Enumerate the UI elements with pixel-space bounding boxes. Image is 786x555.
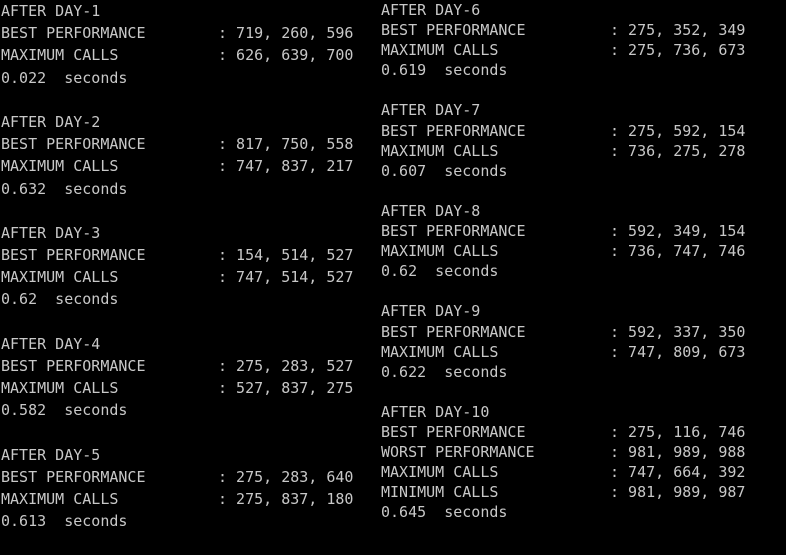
stat-row: MAXIMUM CALLS : 736, 275, 278 bbox=[381, 141, 781, 161]
stat-row: MAXIMUM CALLS : 747, 664, 392 bbox=[381, 462, 781, 482]
stat-label: BEST PERFORMANCE bbox=[1, 357, 146, 375]
stat-value: : 275, 283, 640 bbox=[218, 467, 354, 486]
stat-row: MAXIMUM CALLS : 626, 639, 700 bbox=[1, 44, 361, 66]
stat-row: MAXIMUM CALLS : 736, 747, 746 bbox=[381, 241, 781, 261]
day-title: AFTER DAY-10 bbox=[381, 402, 490, 421]
stat-value: : 275, 837, 180 bbox=[218, 490, 354, 509]
stat-row: MAXIMUM CALLS : 747, 837, 217 bbox=[1, 155, 361, 177]
day-block: AFTER DAY-3 BEST PERFORMANCE : 154, 514, 5… bbox=[1, 222, 361, 311]
stat-label: MAXIMUM CALLS bbox=[1, 379, 119, 398]
day-title: AFTER DAY-7 bbox=[381, 101, 481, 120]
stat-row: MINIMUM CALLS : 981, 989, 987 bbox=[381, 482, 781, 502]
stat-label: MAXIMUM CALLS bbox=[1, 46, 119, 65]
day-title: AFTER DAY-2 bbox=[1, 112, 101, 131]
stat-row: MAXIMUM CALLS : 747, 809, 673 bbox=[381, 342, 781, 362]
day-block: AFTER DAY-7 BEST PERFORMANCE : 275, 592, 1… bbox=[381, 100, 781, 180]
day-title: AFTER DAY-9 bbox=[381, 302, 481, 321]
elapsed-time: 0.022 seconds bbox=[1, 68, 128, 87]
stat-row: BEST PERFORMANCE : 592, 349, 154 bbox=[381, 221, 781, 241]
stat-label: BEST PERFORMANCE bbox=[381, 222, 526, 241]
stat-row: BEST PERFORMANCE : 275, 116, 746 bbox=[381, 422, 781, 442]
stat-row: BEST PERFORMANCE : 592, 337, 350 bbox=[381, 322, 781, 342]
stat-value: : 592, 337, 350 bbox=[610, 322, 746, 341]
stat-label: BEST PERFORMANCE bbox=[1, 246, 146, 265]
stat-label: BEST PERFORMANCE bbox=[381, 322, 526, 341]
stat-row: MAXIMUM CALLS : 275, 736, 673 bbox=[381, 40, 781, 60]
elapsed-time: 0.645 seconds bbox=[381, 503, 508, 522]
day-title: AFTER DAY-6 bbox=[381, 1, 481, 19]
stat-value: : 275, 736, 673 bbox=[610, 41, 746, 60]
stat-row: BEST PERFORMANCE : 275, 352, 349 bbox=[381, 20, 781, 40]
day-title: AFTER DAY-4 bbox=[1, 334, 101, 353]
stat-value: : 154, 514, 527 bbox=[218, 246, 354, 265]
stat-value: : 981, 989, 988 bbox=[610, 443, 746, 462]
stat-label: MAXIMUM CALLS bbox=[381, 41, 499, 60]
stat-row: MAXIMUM CALLS : 747, 514, 527 bbox=[1, 266, 361, 288]
stat-label: BEST PERFORMANCE bbox=[381, 121, 526, 140]
stat-label: MINIMUM CALLS bbox=[381, 483, 499, 502]
stat-value: : 747, 837, 217 bbox=[218, 157, 354, 176]
stat-row: WORST PERFORMANCE : 981, 989, 988 bbox=[381, 442, 781, 462]
day-block: AFTER DAY-6 BEST PERFORMANCE : 275, 352, 3… bbox=[381, 0, 781, 80]
stat-label: MAXIMUM CALLS bbox=[1, 157, 119, 176]
stat-value: : 275, 116, 746 bbox=[610, 422, 746, 441]
stat-row: BEST PERFORMANCE : 275, 283, 527 bbox=[1, 355, 361, 377]
stat-row: BEST PERFORMANCE : 817, 750, 558 bbox=[1, 133, 361, 155]
stat-value: : 626, 639, 700 bbox=[218, 46, 354, 65]
elapsed-time: 0.619 seconds bbox=[381, 61, 508, 80]
stat-value: : 527, 837, 275 bbox=[218, 379, 354, 398]
elapsed-time: 0.62 seconds bbox=[381, 262, 499, 281]
day-block: AFTER DAY-5 BEST PERFORMANCE : 275, 283, 6… bbox=[1, 444, 361, 533]
stat-label: BEST PERFORMANCE bbox=[1, 135, 146, 154]
day-title: AFTER DAY-1 bbox=[1, 2, 101, 20]
elapsed-time: 0.613 seconds bbox=[1, 512, 128, 531]
stat-value: : 747, 664, 392 bbox=[610, 463, 746, 482]
elapsed-time: 0.62 seconds bbox=[1, 290, 119, 309]
day-block: AFTER DAY-8 BEST PERFORMANCE : 592, 349, 1… bbox=[381, 201, 781, 281]
day-block: AFTER DAY-9 BEST PERFORMANCE : 592, 337, 3… bbox=[381, 301, 781, 381]
stat-value: : 736, 275, 278 bbox=[610, 141, 746, 160]
day-block: AFTER DAY-10 BEST PERFORMANCE : 275, 116, … bbox=[381, 402, 781, 523]
stat-value: : 817, 750, 558 bbox=[218, 135, 354, 154]
elapsed-time: 0.622 seconds bbox=[381, 362, 508, 381]
stat-value: : 747, 809, 673 bbox=[610, 342, 746, 361]
day-title: AFTER DAY-5 bbox=[1, 445, 101, 464]
right-output-column: AFTER DAY-6 BEST PERFORMANCE : 275, 352, 3… bbox=[381, 0, 781, 543]
stat-row: BEST PERFORMANCE : 275, 283, 640 bbox=[1, 466, 361, 488]
left-output-column: AFTER DAY-1 BEST PERFORMANCE : 719, 260, 5… bbox=[1, 0, 361, 555]
stat-row: MAXIMUM CALLS : 527, 837, 275 bbox=[1, 377, 361, 399]
stat-value: : 719, 260, 596 bbox=[218, 24, 354, 43]
stat-label: MAXIMUM CALLS bbox=[381, 342, 499, 361]
day-block: AFTER DAY-1 BEST PERFORMANCE : 719, 260, 5… bbox=[1, 0, 361, 89]
stat-row: BEST PERFORMANCE : 275, 592, 154 bbox=[381, 121, 781, 141]
stat-value: : 747, 514, 527 bbox=[218, 268, 354, 287]
stat-label: WORST PERFORMANCE bbox=[381, 443, 535, 462]
stat-label: BEST PERFORMANCE bbox=[1, 24, 146, 43]
elapsed-time: 0.607 seconds bbox=[381, 161, 508, 180]
stat-row: MAXIMUM CALLS : 275, 837, 180 bbox=[1, 488, 361, 510]
stat-label: MAXIMUM CALLS bbox=[381, 141, 499, 160]
stat-value: : 592, 349, 154 bbox=[610, 222, 746, 241]
stat-value: : 275, 352, 349 bbox=[610, 21, 746, 40]
stat-value: : 275, 592, 154 bbox=[610, 121, 746, 140]
day-title: AFTER DAY-3 bbox=[1, 223, 101, 242]
stat-label: BEST PERFORMANCE bbox=[381, 21, 526, 40]
stat-label: BEST PERFORMANCE bbox=[1, 467, 146, 486]
stat-value: : 736, 747, 746 bbox=[610, 242, 746, 261]
stat-row: BEST PERFORMANCE : 719, 260, 596 bbox=[1, 22, 361, 44]
stat-label: BEST PERFORMANCE bbox=[381, 422, 526, 441]
stat-value: : 981, 989, 987 bbox=[610, 483, 746, 502]
stat-value: : 275, 283, 527 bbox=[218, 357, 354, 375]
elapsed-time: 0.632 seconds bbox=[1, 179, 128, 198]
day-block: AFTER DAY-2 BEST PERFORMANCE : 817, 750, 5… bbox=[1, 111, 361, 200]
day-title: AFTER DAY-8 bbox=[381, 201, 481, 220]
day-block: AFTER DAY-4 BEST PERFORMANCE : 275, 283, 5… bbox=[1, 333, 361, 422]
stat-label: MAXIMUM CALLS bbox=[381, 242, 499, 261]
stat-label: MAXIMUM CALLS bbox=[381, 463, 499, 482]
stat-label: MAXIMUM CALLS bbox=[1, 268, 119, 287]
elapsed-time: 0.582 seconds bbox=[1, 401, 128, 420]
stat-label: MAXIMUM CALLS bbox=[1, 490, 119, 509]
stat-row: BEST PERFORMANCE : 154, 514, 527 bbox=[1, 244, 361, 266]
